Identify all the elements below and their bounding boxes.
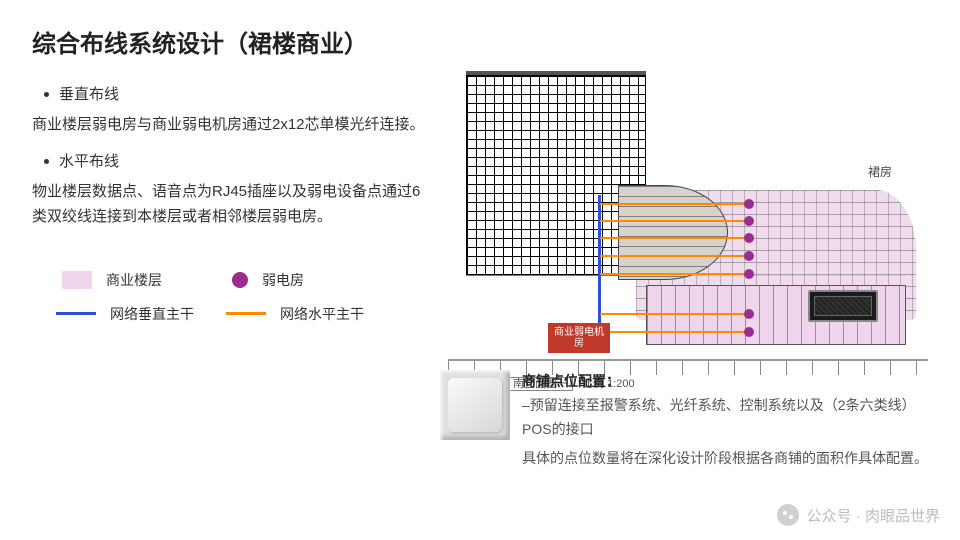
paragraph-horizontal: 物业楼层数据点、语音点为RJ45插座以及弱电设备点通过6类双绞线连接到本楼层或者… (32, 179, 428, 230)
wechat-icon (777, 504, 799, 526)
weak-room-dot-icon (744, 233, 754, 243)
weak-room-dot-icon (744, 327, 754, 337)
horizontal-line (600, 331, 750, 333)
label-podium: 裙房 (868, 163, 892, 180)
legend-label: 商业楼层 (106, 270, 162, 290)
weak-room-dot-icon (744, 269, 754, 279)
swatch-square-icon (62, 271, 92, 289)
horizontal-line (600, 255, 750, 257)
legend-row: 网络垂直主干 网络水平主干 (32, 304, 428, 324)
bullet-vertical: 垂直布线 (32, 83, 428, 104)
legend: 商业楼层 弱电房 网络垂直主干 网络水平主干 (32, 270, 428, 324)
legend-item-room: 弱电房 (222, 270, 412, 290)
config-line2: 具体的点位数量将在深化设计阶段根据各商铺的面积作具体配置。 (522, 447, 940, 471)
bullet-dot-icon (44, 159, 49, 164)
page-title: 综合布线系统设计（裙楼商业） (32, 24, 928, 59)
legend-label: 弱电房 (262, 270, 304, 290)
swatch-dot-icon (232, 272, 248, 288)
horizontal-line (600, 220, 750, 222)
config-text: 商铺点位配置： –预留连接至报警系统、光纤系统、控制系统以及（2条六类线）POS… (522, 370, 940, 471)
watermark-text: 公众号 · 肉眼品世界 (807, 505, 940, 526)
paragraph-vertical: 商业楼层弱电房与商业弱电机房通过2x12芯单模光纤连接。 (32, 112, 428, 138)
config-block: 商铺点位配置： –预留连接至报警系统、光纤系统、控制系统以及（2条六类线）POS… (440, 370, 940, 471)
config-line1: –预留连接至报警系统、光纤系统、控制系统以及（2条六类线）POS的接口 (522, 394, 940, 442)
legend-item-vline: 网络垂直主干 (32, 304, 222, 324)
legend-item-hline: 网络水平主干 (222, 304, 412, 324)
content-columns: 垂直布线 商业楼层弱电房与商业弱电机房通过2x12芯单模光纤连接。 水平布线 物… (32, 75, 928, 375)
watermark: 公众号 · 肉眼品世界 (777, 504, 940, 526)
bullet-text: 水平布线 (59, 150, 119, 171)
swatch-line-orange-icon (226, 312, 266, 315)
horizontal-line (600, 273, 750, 275)
weak-room-dot-icon (744, 251, 754, 261)
legend-label: 网络水平主干 (280, 304, 364, 324)
left-column: 垂直布线 商业楼层弱电房与商业弱电机房通过2x12芯单模光纤连接。 水平布线 物… (32, 75, 428, 375)
horizontal-line (600, 313, 750, 315)
building-diagram: 裙房 商业弱电机房 南立面图一 比例 1:200 (448, 75, 928, 375)
floor-box-icon (440, 370, 510, 440)
right-column: 裙房 商业弱电机房 南立面图一 比例 1:200 (448, 75, 928, 375)
bullet-horizontal: 水平布线 (32, 150, 428, 171)
weak-room-dot-icon (744, 216, 754, 226)
config-title: 商铺点位配置： (522, 370, 940, 394)
horizontal-line (600, 203, 750, 205)
bullet-dot-icon (44, 92, 49, 97)
legend-item-floor: 商业楼层 (32, 270, 222, 290)
slide: 综合布线系统设计（裙楼商业） 垂直布线 商业楼层弱电房与商业弱电机房通过2x12… (0, 0, 960, 540)
legend-label: 网络垂直主干 (110, 304, 194, 324)
horizontal-line (600, 237, 750, 239)
weak-room-dot-icon (744, 199, 754, 209)
bullet-text: 垂直布线 (59, 83, 119, 104)
legend-row: 商业楼层 弱电房 (32, 270, 428, 290)
swatch-line-blue-icon (56, 312, 96, 315)
equipment-room-label: 商业弱电机房 (548, 323, 610, 353)
weak-room-dot-icon (744, 309, 754, 319)
stage-screen (808, 290, 878, 322)
